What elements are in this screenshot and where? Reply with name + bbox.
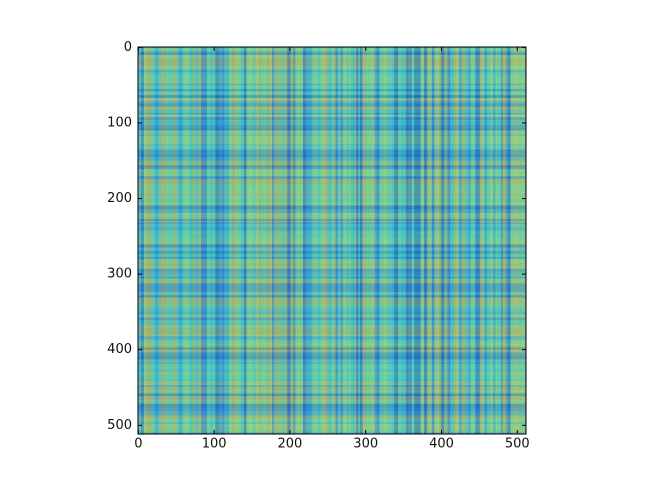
x-tick-label: 100 (202, 437, 227, 452)
y-tick-label: 200 (107, 191, 132, 206)
plot-frame (137, 46, 527, 435)
y-tick-label: 0 (124, 40, 132, 55)
x-tick-label: 500 (505, 437, 530, 452)
heatmap (138, 47, 526, 434)
y-tick-label: 100 (107, 115, 132, 130)
x-tick-label: 200 (278, 437, 303, 452)
y-tick-label: 400 (107, 342, 132, 357)
y-tick-label: 300 (107, 267, 132, 282)
x-tick-label: 0 (134, 437, 142, 452)
x-tick-label: 300 (353, 437, 378, 452)
y-tick-label: 500 (107, 418, 132, 433)
x-tick-label: 400 (429, 437, 454, 452)
heatmap-noise (138, 47, 526, 434)
